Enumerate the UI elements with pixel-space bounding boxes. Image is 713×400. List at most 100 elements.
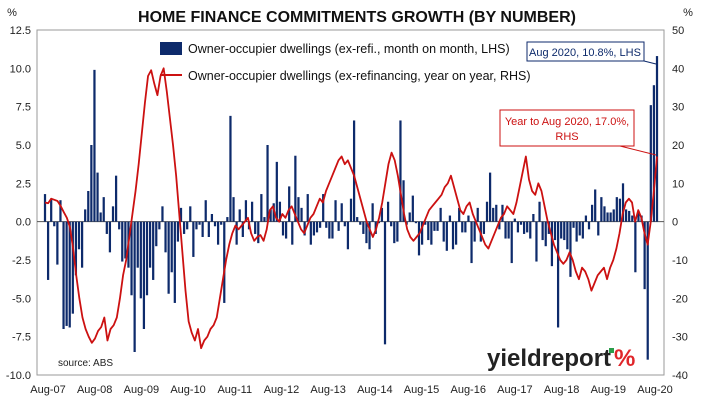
bar — [189, 206, 192, 222]
bar — [56, 221, 59, 265]
bar — [186, 221, 189, 230]
bar — [266, 145, 269, 222]
annotation-lhs: Aug 2020, 10.8%, LHS — [526, 41, 657, 65]
bar — [624, 209, 628, 222]
bar — [473, 221, 476, 242]
annotation-rhs-box — [499, 109, 635, 147]
bar — [501, 204, 504, 222]
bar — [578, 221, 581, 236]
bar — [411, 195, 414, 222]
bar — [513, 218, 516, 222]
bar — [158, 221, 161, 230]
bar — [46, 221, 50, 280]
bar — [420, 221, 424, 245]
left-tick-label: -5.0 — [12, 293, 31, 305]
bar — [136, 221, 139, 268]
bar — [53, 221, 56, 227]
bar — [448, 215, 452, 222]
bar — [59, 200, 62, 222]
x-tick-label: Aug-12 — [264, 384, 299, 396]
bar — [244, 200, 248, 222]
bar — [603, 206, 606, 222]
bar — [476, 207, 479, 222]
x-tick-label: Aug-17 — [497, 384, 532, 396]
annotation-rhs-line2: RHS — [555, 131, 578, 143]
bar — [328, 221, 331, 239]
legend-swatch-bar — [160, 42, 182, 55]
bar — [529, 221, 532, 239]
right-tick-label: 0 — [672, 217, 678, 229]
bar — [526, 221, 529, 233]
x-tick-label: Aug-08 — [77, 384, 112, 396]
right-tick-label: 20 — [672, 140, 684, 152]
line-series — [44, 67, 658, 350]
bar — [572, 221, 575, 228]
bar — [643, 221, 646, 290]
x-tick-label: Aug-10 — [170, 384, 205, 396]
source-note: source: ABS — [58, 358, 113, 369]
bar — [114, 175, 118, 222]
bar — [84, 209, 87, 222]
bar — [130, 221, 133, 296]
bar — [77, 221, 81, 250]
x-tick-label: Aug-20 — [637, 384, 672, 396]
bar — [210, 214, 214, 222]
bar — [427, 221, 430, 241]
bar — [618, 198, 622, 222]
bar — [62, 221, 65, 329]
annotation-rhs-line1: Year to Aug 2020, 17.0%, — [505, 116, 629, 128]
bar — [584, 215, 588, 222]
bar — [318, 221, 322, 228]
bar — [498, 221, 501, 230]
bar — [250, 201, 254, 222]
bar — [111, 206, 115, 222]
left-tick-label: -10.0 — [6, 370, 31, 382]
bar — [402, 180, 405, 222]
right-tick-label: -40 — [672, 370, 688, 382]
bar — [288, 186, 291, 222]
bar — [606, 212, 609, 222]
bar — [553, 221, 557, 241]
yieldreport-logo: yieldreport% — [487, 345, 635, 372]
bar — [439, 207, 442, 222]
bar — [430, 221, 433, 245]
bar — [164, 221, 167, 253]
bar — [223, 221, 226, 303]
bar — [213, 221, 217, 227]
bar — [161, 206, 164, 222]
bar — [631, 215, 634, 222]
bar — [652, 85, 656, 222]
right-tick-label: -20 — [672, 293, 688, 305]
bar — [458, 207, 461, 222]
bar — [152, 221, 155, 280]
annotation-lhs-text: Aug 2020, 10.8%, LHS — [529, 47, 641, 59]
bar — [541, 221, 544, 241]
plot-area-border — [36, 29, 665, 376]
bar — [173, 221, 176, 303]
bar — [575, 221, 578, 242]
bar — [488, 172, 492, 222]
x-tick-label: Aug-18 — [544, 384, 579, 396]
bar — [581, 221, 584, 239]
bar — [368, 221, 371, 250]
bar — [649, 105, 652, 222]
bar — [269, 209, 272, 222]
bar — [105, 221, 108, 234]
bar — [482, 221, 486, 234]
left-axis-unit: % — [7, 7, 17, 19]
bar — [142, 221, 146, 329]
right-tick-label: -10 — [672, 255, 688, 267]
bar — [275, 161, 278, 222]
bar — [182, 221, 186, 234]
bar — [470, 221, 473, 264]
bar — [522, 221, 526, 234]
bar — [556, 221, 560, 328]
bar — [485, 201, 489, 222]
x-tick-label: Aug-07 — [30, 384, 65, 396]
bar — [99, 212, 102, 222]
bar — [594, 189, 597, 222]
bar — [145, 221, 149, 296]
bar — [176, 221, 180, 242]
left-tick-label: -2.5 — [12, 255, 31, 267]
bar — [634, 221, 637, 273]
